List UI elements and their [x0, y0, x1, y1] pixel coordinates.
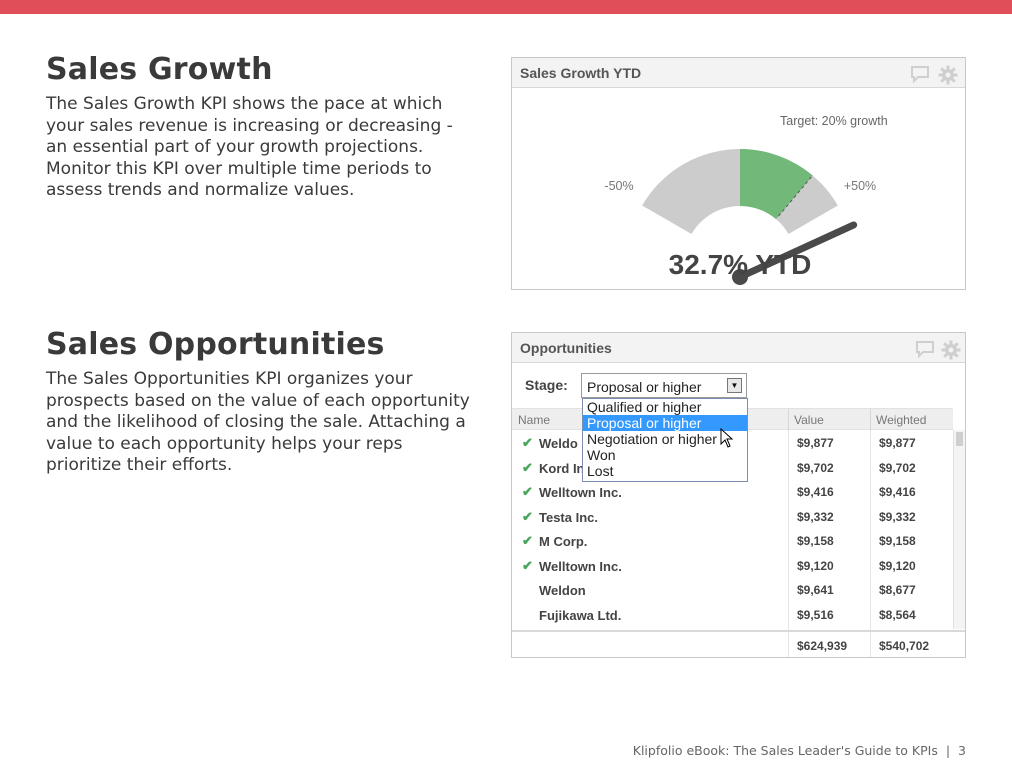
stage-selected-value: Proposal or higher: [587, 379, 702, 395]
gear-icon[interactable]: [941, 340, 961, 360]
row-value: $9,332: [797, 509, 834, 524]
widget-header: Opportunities: [512, 333, 965, 363]
dropdown-option[interactable]: Qualified or higher: [587, 399, 702, 415]
row-weighted: $9,877: [879, 436, 916, 450]
widget-header: Sales Growth YTD: [512, 58, 965, 88]
footer-separator: |: [945, 743, 951, 758]
row-name: Kord In: [539, 460, 585, 476]
widget-title: Sales Growth YTD: [520, 65, 642, 81]
opportunities-table: ✔ Weldo $9,877 $9,877 ✔ Kord In $9,702 $9,702 ✔ W…: [512, 431, 953, 627]
row-value: $9,120: [797, 558, 834, 573]
gauge-needle: [736, 221, 858, 281]
row-weighted: $9,158: [879, 534, 916, 548]
row-name: Welltown Inc.: [539, 558, 622, 574]
footer-text: Klipfolio eBook: The Sales Leader's Guid…: [632, 743, 938, 758]
column-divider: [788, 409, 789, 431]
row-name: Weldo: [539, 436, 578, 451]
stage-select[interactable]: Proposal or higher ▼: [581, 373, 747, 398]
opportunities-widget: Opportunities Stage: Proposal or higher …: [511, 332, 966, 658]
check-icon: ✔: [522, 508, 533, 524]
dropdown-option[interactable]: Lost: [587, 463, 614, 479]
sales-growth-heading: Sales Growth: [46, 52, 273, 87]
dropdown-option[interactable]: Negotiation or higher: [587, 431, 717, 447]
gauge-max-label: +50%: [844, 179, 876, 193]
row-weighted: $8,564: [879, 607, 916, 622]
row-weighted: $9,702: [879, 460, 916, 475]
check-icon: ✔: [522, 484, 533, 499]
table-scrollbar[interactable]: [953, 430, 965, 629]
gear-icon[interactable]: [938, 65, 958, 85]
row-name: Weldon: [539, 583, 586, 598]
column-divider: [870, 431, 871, 657]
gauge-target-arc: [740, 149, 813, 220]
widget-title: Opportunities: [520, 340, 612, 356]
column-divider: [870, 409, 871, 431]
row-value: $9,702: [797, 460, 834, 475]
row-value: $9,641: [797, 583, 834, 597]
row-name: Welltown Inc.: [539, 485, 622, 500]
scrollbar-thumb[interactable]: [956, 432, 963, 446]
total-weighted: $540,702: [879, 639, 930, 653]
page-footer: Klipfolio eBook: The Sales Leader's Guid…: [633, 743, 966, 758]
table-row[interactable]: ✔ Welltown Inc. $9,416 $9,416: [512, 480, 953, 505]
check-icon: ✔: [522, 459, 533, 475]
row-value: $9,158: [797, 534, 834, 548]
sales-opportunities-description: The Sales Opportunities KPI organizes yo…: [46, 369, 470, 475]
row-value: $9,877: [797, 436, 834, 450]
column-header-name[interactable]: Name: [518, 413, 551, 427]
gauge-min-label: -50%: [604, 179, 633, 193]
check-icon: ✔: [522, 557, 533, 573]
dropdown-option[interactable]: Proposal or higher: [583, 415, 747, 431]
table-row[interactable]: ✔ Testa Inc. $9,332 $9,332: [512, 505, 953, 530]
growth-gauge: -50% +50% Target: 20% growth 32.7% YTD: [604, 114, 888, 285]
stage-label: Stage:: [525, 377, 568, 393]
table-row[interactable]: ✔ Kord In $9,702 $9,702: [512, 456, 953, 481]
check-icon: ✔: [522, 435, 533, 450]
row-name: M Corp.: [539, 534, 588, 549]
row-weighted: $9,120: [879, 558, 916, 573]
row-value: $9,516: [797, 607, 834, 622]
row-name: Testa Inc.: [539, 509, 599, 525]
column-header-weighted[interactable]: Weighted: [876, 413, 927, 427]
comment-icon[interactable]: [915, 340, 934, 359]
gauge-hub: [732, 269, 748, 285]
gauge-value-label: 32.7% YTD: [669, 249, 812, 280]
total-value: $624,939: [797, 639, 848, 653]
check-icon: ✔: [522, 533, 533, 548]
table-row[interactable]: ✔ Weldo $9,877 $9,877: [512, 431, 953, 456]
column-header-value[interactable]: Value: [794, 413, 824, 427]
table-row[interactable]: Fujikawa Ltd. $9,516 $8,564: [512, 603, 953, 628]
table-total-row: $624,939 $540,702: [512, 630, 965, 657]
sales-opportunities-heading: Sales Opportunities: [46, 327, 385, 362]
chevron-down-icon[interactable]: ▼: [727, 378, 742, 393]
gauge-target-marker: [778, 175, 814, 217]
stage-dropdown-list: Qualified or higher Proposal or higher Neg…: [582, 398, 748, 482]
sales-growth-description: The Sales Growth KPI shows the pace at w…: [46, 94, 453, 200]
top-accent-bar: [0, 0, 1012, 14]
gauge-target-label: Target: 20% growth: [780, 114, 888, 128]
table-row[interactable]: Weldon $9,641 $8,677: [512, 578, 953, 603]
row-weighted: $9,332: [879, 509, 916, 524]
table-row[interactable]: ✔ Welltown Inc. $9,120 $9,120: [512, 554, 953, 579]
row-weighted: $8,677: [879, 583, 916, 597]
dropdown-option[interactable]: Won: [587, 447, 616, 463]
row-weighted: $9,416: [879, 485, 916, 499]
column-divider: [788, 431, 789, 657]
row-name: Fujikawa Ltd.: [539, 607, 622, 623]
mouse-pointer-icon: [720, 428, 734, 448]
page-number: 3: [958, 743, 966, 758]
table-row[interactable]: ✔ M Corp. $9,158 $9,158: [512, 529, 953, 554]
sales-growth-widget: Sales Growth YTD -50% +50% Target: 20% g…: [511, 57, 966, 290]
comment-icon[interactable]: [910, 65, 929, 84]
row-value: $9,416: [797, 485, 834, 499]
